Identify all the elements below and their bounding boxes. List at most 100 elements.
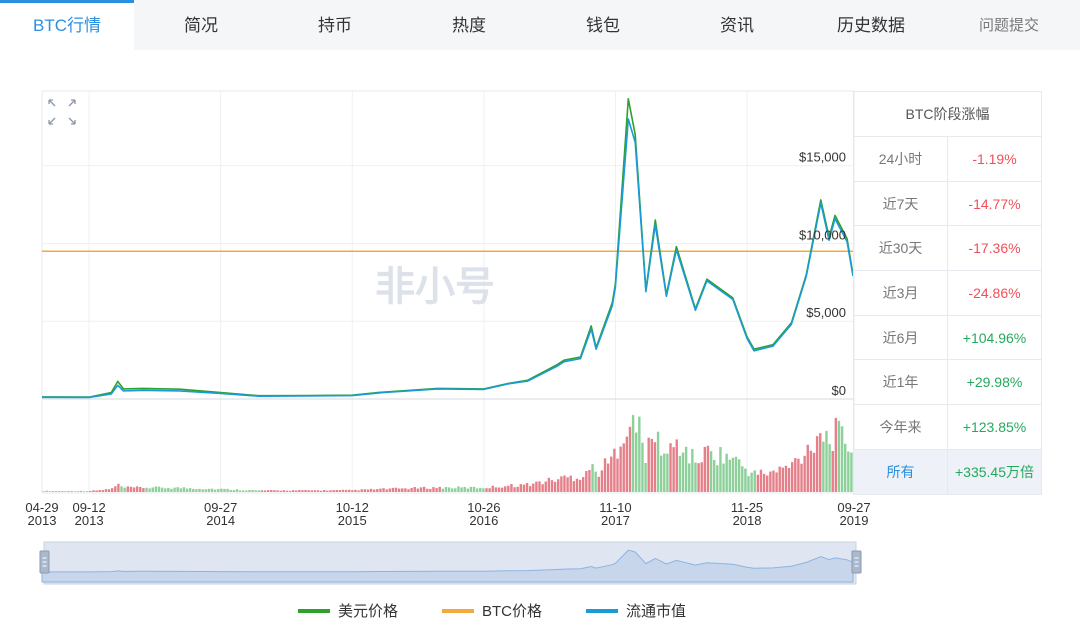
stage-gain-row: 24小时 -1.19% <box>854 137 1041 182</box>
volume-bar <box>42 491 45 492</box>
fullscreen-icon[interactable] <box>44 94 80 128</box>
volume-bar <box>734 456 738 492</box>
volume-bar <box>741 466 744 492</box>
volume-bar <box>563 475 566 492</box>
volume-bar <box>45 490 48 492</box>
volume-bar <box>335 489 338 492</box>
legend-item-btc-price[interactable]: BTC价格 <box>442 600 542 621</box>
volume-bar <box>831 450 834 492</box>
volume-bar <box>850 452 853 492</box>
volume-bar <box>117 483 120 492</box>
volume-bar <box>709 451 713 492</box>
legend-swatch <box>298 608 330 613</box>
legend-item-usd-price[interactable]: 美元价格 <box>298 600 398 621</box>
tab-news[interactable]: 资讯 <box>720 16 754 35</box>
x-tick-label-date: 04-29 <box>25 500 58 515</box>
tab-wallet[interactable]: 钱包 <box>586 16 620 35</box>
volume-bar <box>220 488 223 492</box>
volume-bar <box>516 486 519 492</box>
volume-bar <box>326 490 329 492</box>
stage-gain-value: -14.77% <box>968 195 1021 212</box>
volume-bar <box>57 491 61 492</box>
volume-bar <box>95 490 98 492</box>
volume-bar <box>725 453 728 492</box>
volume-bar <box>797 458 800 492</box>
stage-gain-value: +335.45万倍 <box>955 463 1034 480</box>
volume-bar <box>416 488 420 492</box>
volume-bar <box>276 490 279 492</box>
volume-bar <box>572 481 576 492</box>
volume-bar <box>482 488 485 492</box>
legend-item-market-cap[interactable]: 流通市值 <box>586 600 686 621</box>
volume-bar <box>828 444 831 492</box>
volume-bar <box>703 446 707 492</box>
volume-bar <box>491 485 494 492</box>
volume-bar <box>273 490 276 492</box>
volume-bar <box>167 487 170 492</box>
grid-lines <box>42 91 853 492</box>
feedback-link[interactable]: 问题提交 <box>978 17 1039 34</box>
volume-bar <box>157 486 161 492</box>
x-tick-label-year: 2017 <box>601 513 630 528</box>
tab-overview[interactable]: 简况 <box>184 16 218 35</box>
volume-bar <box>257 490 260 492</box>
stage-gain-row: 近30天 -17.36% <box>854 226 1041 272</box>
stage-gain-row-all[interactable]: 所有 +335.45万倍 <box>854 449 1041 495</box>
volume-bar <box>145 487 148 492</box>
volume-bar <box>382 488 385 492</box>
stage-gain-label: 近3月 <box>854 271 948 315</box>
volume-bar <box>401 488 404 492</box>
volume-bar <box>179 488 183 492</box>
volume-bar <box>101 490 105 492</box>
tab-holdings[interactable]: 持币 <box>318 16 352 35</box>
volume-bar <box>566 477 569 492</box>
volume-bar <box>210 488 214 492</box>
volume-bar <box>622 443 625 492</box>
volume-bar <box>775 472 778 492</box>
volume-bar <box>528 486 532 492</box>
volume-bar <box>435 488 438 492</box>
volume-bar <box>195 489 198 492</box>
legend-swatch <box>442 608 475 613</box>
volume-bar <box>98 489 101 492</box>
tab-btc-market[interactable]: BTC行情 <box>0 0 134 50</box>
stage-gain-value: +29.98% <box>966 374 1023 391</box>
volume-bar <box>110 488 114 492</box>
range-navigator[interactable] <box>39 541 862 585</box>
volume-bar <box>656 431 660 492</box>
volume-bar <box>688 463 691 492</box>
volume-bar <box>354 489 357 492</box>
volume-bar <box>678 455 682 492</box>
volume-bar <box>575 478 579 492</box>
volume-bar <box>466 488 469 492</box>
tab-history[interactable]: 历史数据 <box>837 16 905 35</box>
volume-bar <box>51 490 55 492</box>
volume-bar <box>92 490 95 492</box>
volume-bar <box>251 489 254 492</box>
volume-bar <box>681 452 685 492</box>
stage-gain-label: 近6月 <box>854 315 948 360</box>
volume-bar <box>525 482 529 492</box>
volume-bar <box>64 491 67 492</box>
navigator-left-handle[interactable] <box>39 550 50 574</box>
volume-bar <box>348 489 351 492</box>
navigator-right-handle[interactable] <box>851 550 862 574</box>
stage-gain-row: 近7天 -14.77% <box>854 181 1041 227</box>
tab-popularity[interactable]: 热度 <box>452 16 486 35</box>
volume-bar <box>248 490 251 492</box>
volume-bar <box>263 490 267 492</box>
volume-bar <box>135 486 139 492</box>
volume-bar <box>603 458 607 492</box>
volume-bar <box>494 487 498 492</box>
volume-bar <box>323 489 326 492</box>
volume-bar <box>781 467 785 492</box>
volume-bar <box>86 491 89 492</box>
x-tick-label-year: 2016 <box>469 513 498 528</box>
volume-bar <box>731 457 735 492</box>
volume-bar <box>304 489 307 492</box>
volume-bar <box>809 450 813 492</box>
volume-bar <box>800 463 803 492</box>
volume-bar <box>164 488 167 492</box>
volume-bar <box>469 486 473 492</box>
